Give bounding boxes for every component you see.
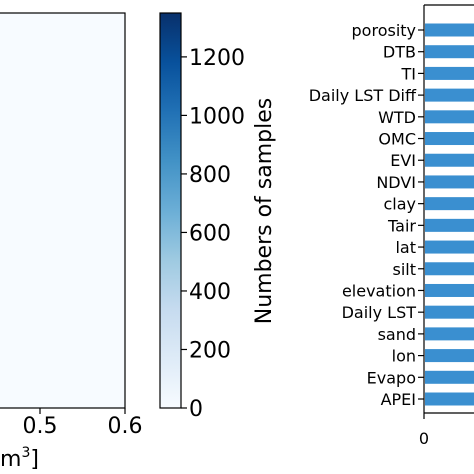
- bar-category-label: Daily LST Diff: [309, 86, 417, 105]
- bar-x-tick-label: 0: [419, 429, 429, 448]
- bar-category-label: lat: [395, 238, 416, 257]
- heatmap-x-label-superscript: 3: [21, 445, 30, 461]
- bar: [425, 305, 474, 319]
- bar-category-label: lon: [392, 347, 416, 366]
- bar: [425, 88, 474, 102]
- bar: [425, 153, 474, 167]
- bar-category-label: sand: [378, 325, 416, 344]
- bar: [425, 349, 474, 363]
- bar-category-label: porosity: [352, 21, 416, 40]
- colorbar-ticks: 0 200 400 600 800 1000 1200: [181, 46, 245, 422]
- bar-panel: porosity DTB TI Daily LST Diff WTD OMC EVI NDVI…: [309, 4, 474, 448]
- bar-category-label: APEI: [381, 390, 416, 409]
- heatmap-x-axis-label: m3]: [0, 445, 39, 472]
- bar-category-label: OMC: [378, 130, 416, 149]
- bar-rows: porosity DTB TI Daily LST Diff WTD OMC EVI NDVI…: [309, 21, 474, 409]
- bar: [425, 262, 474, 276]
- bar: [425, 197, 474, 211]
- colorbar-tick-label: 1200: [189, 46, 245, 71]
- bar: [425, 218, 474, 232]
- heatmap-x-label-unit: m: [0, 447, 21, 472]
- bar-category-label: elevation: [342, 281, 416, 300]
- bar-category-label: NDVI: [376, 173, 416, 192]
- heatmap-plot-area: [0, 12, 126, 409]
- colorbar: 0 200 400 600 800 1000 1200 Numbers of samples: [159, 12, 277, 422]
- bar: [425, 283, 474, 297]
- bar-category-label: silt: [393, 260, 417, 279]
- colorbar-tick-label: 1000: [189, 104, 245, 129]
- bar: [425, 370, 474, 384]
- heatmap-x-tick-label: 0.5: [23, 414, 58, 439]
- bar: [425, 110, 474, 124]
- bar: [425, 240, 474, 254]
- colorbar-gradient: [159, 12, 182, 409]
- bar-category-label: DTB: [383, 43, 416, 62]
- bar: [425, 327, 474, 341]
- bar: [425, 45, 474, 59]
- bar: [425, 66, 474, 80]
- bar-category-label: Daily LST: [342, 303, 417, 322]
- colorbar-tick-label: 400: [189, 280, 231, 305]
- heatmap-x-ticks: 0.5 0.6: [23, 408, 143, 439]
- bar-category-label: WTD: [378, 108, 416, 127]
- bar: [425, 175, 474, 189]
- bar-category-label: Evapo: [367, 368, 416, 387]
- bar-category-label: TI: [401, 64, 417, 83]
- colorbar-tick-label: 200: [189, 338, 231, 363]
- bar-category-label: EVI: [390, 151, 416, 170]
- colorbar-tick-label: 600: [189, 221, 231, 246]
- bar: [425, 392, 474, 406]
- colorbar-tick-label: 800: [189, 163, 231, 188]
- bar: [425, 23, 474, 37]
- bar-category-label: Tair: [387, 216, 416, 235]
- colorbar-label: Numbers of samples: [252, 98, 277, 324]
- heatmap-panel: 0.5 0.6 m3]: [0, 12, 143, 472]
- bar-category-label: clay: [383, 195, 416, 214]
- bar: [425, 132, 474, 146]
- heatmap-x-label-bracket: ]: [30, 447, 39, 472]
- heatmap-x-tick-label: 0.6: [108, 414, 143, 439]
- colorbar-tick-label: 0: [189, 397, 203, 422]
